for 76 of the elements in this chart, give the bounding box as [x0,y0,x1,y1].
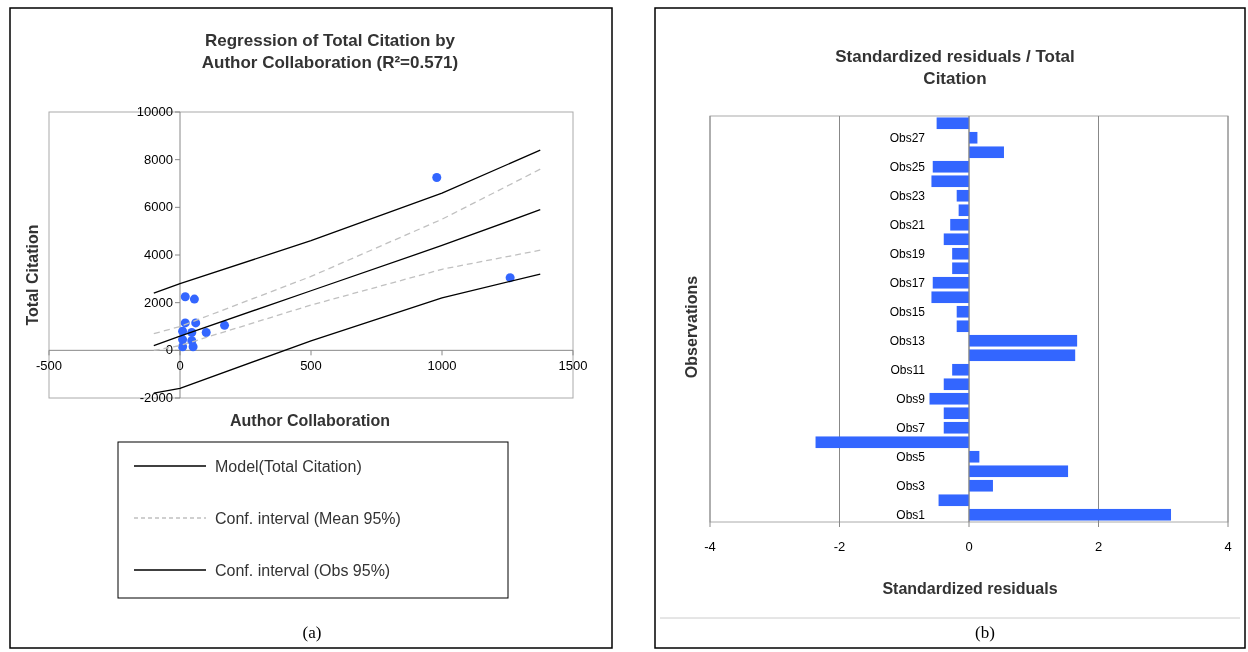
y-tick-label: Obs21 [889,217,926,232]
bar [969,349,1076,362]
y-tick-label: -2000 [139,390,173,405]
y-tick-label: Obs27 [889,130,926,145]
bar [943,233,969,246]
legend-label: Conf. interval (Obs 95%) [215,562,391,579]
y-tick-label: Obs5 [896,449,926,464]
text: (b) [975,623,995,642]
y-tick-label: Obs17 [889,275,926,290]
bar [938,494,969,507]
x-tick-label: -2 [833,539,846,554]
y-tick-label: 8000 [144,151,173,167]
bar [956,305,969,318]
point [220,320,230,330]
y-tick-label: 6000 [144,199,173,215]
x-tick-label: 1000 [427,358,457,374]
bar [929,392,969,405]
y-tick-label: Obs3 [896,478,926,493]
bar [969,146,1004,159]
bar [952,363,969,376]
x-tick-label: 0 [965,539,973,554]
bar [931,175,969,188]
point [178,342,188,352]
bar [943,378,969,391]
bar [969,508,1172,521]
x-tick-label: 500 [300,358,322,374]
bar [815,436,969,449]
y-tick-label: Obs25 [889,159,926,174]
bar [969,479,993,492]
x-tick-label: 1500 [558,358,588,374]
y-tick-label: Obs9 [896,391,926,406]
x-tick-label: 0 [176,358,184,374]
x-tick-label: 4 [1224,539,1232,554]
x-axis-title: Standardized residuals [882,580,1058,597]
y-tick-label: Obs11 [890,362,926,377]
bar [969,450,980,463]
bar [969,465,1069,478]
bar [952,262,969,275]
bar [958,204,969,217]
y-tick-label: 10000 [136,104,173,119]
bar [956,189,969,202]
y-tick-label: Obs1 [896,507,926,522]
bar [931,291,969,304]
bar [952,247,969,260]
y-tick-label: Obs19 [889,246,926,261]
y-tick-label: Obs7 [896,420,926,435]
bar [936,117,969,130]
bar [932,160,969,173]
y-axis-title: Total Citation [24,224,41,326]
chart-title: Regression of Total Citation by Author Collaboration (R²=0.571) [201,31,459,72]
bar [969,334,1078,347]
y-tick-label: 0 [165,342,173,358]
chart-title: Standardized residuals / Total Citation [835,47,1075,88]
x-tick-label: -4 [704,539,716,554]
x-axis-title: Author Collaboration [230,412,390,429]
y-tick-label: 4000 [144,247,173,262]
legend-label: Conf. interval (Mean 95%) [215,510,401,527]
bar [943,421,969,434]
point [432,173,442,183]
y-axis-title: Observations [683,275,700,379]
y-tick-label: Obs23 [889,188,926,203]
text: (a) [302,623,322,642]
y-tick-label: Obs13 [889,333,926,348]
legend-label: Model(Total Citation) [215,458,362,475]
bar [943,407,969,420]
point [201,327,211,337]
y-tick-label: Obs15 [889,304,926,319]
x-tick-label: -500 [35,358,63,374]
x-tick-label: 2 [1094,539,1103,554]
point [189,294,199,304]
bar [956,320,969,333]
bar [950,218,969,231]
point [180,292,190,302]
point [188,342,198,352]
bar [932,276,969,289]
y-tick-label: 2000 [144,294,173,310]
